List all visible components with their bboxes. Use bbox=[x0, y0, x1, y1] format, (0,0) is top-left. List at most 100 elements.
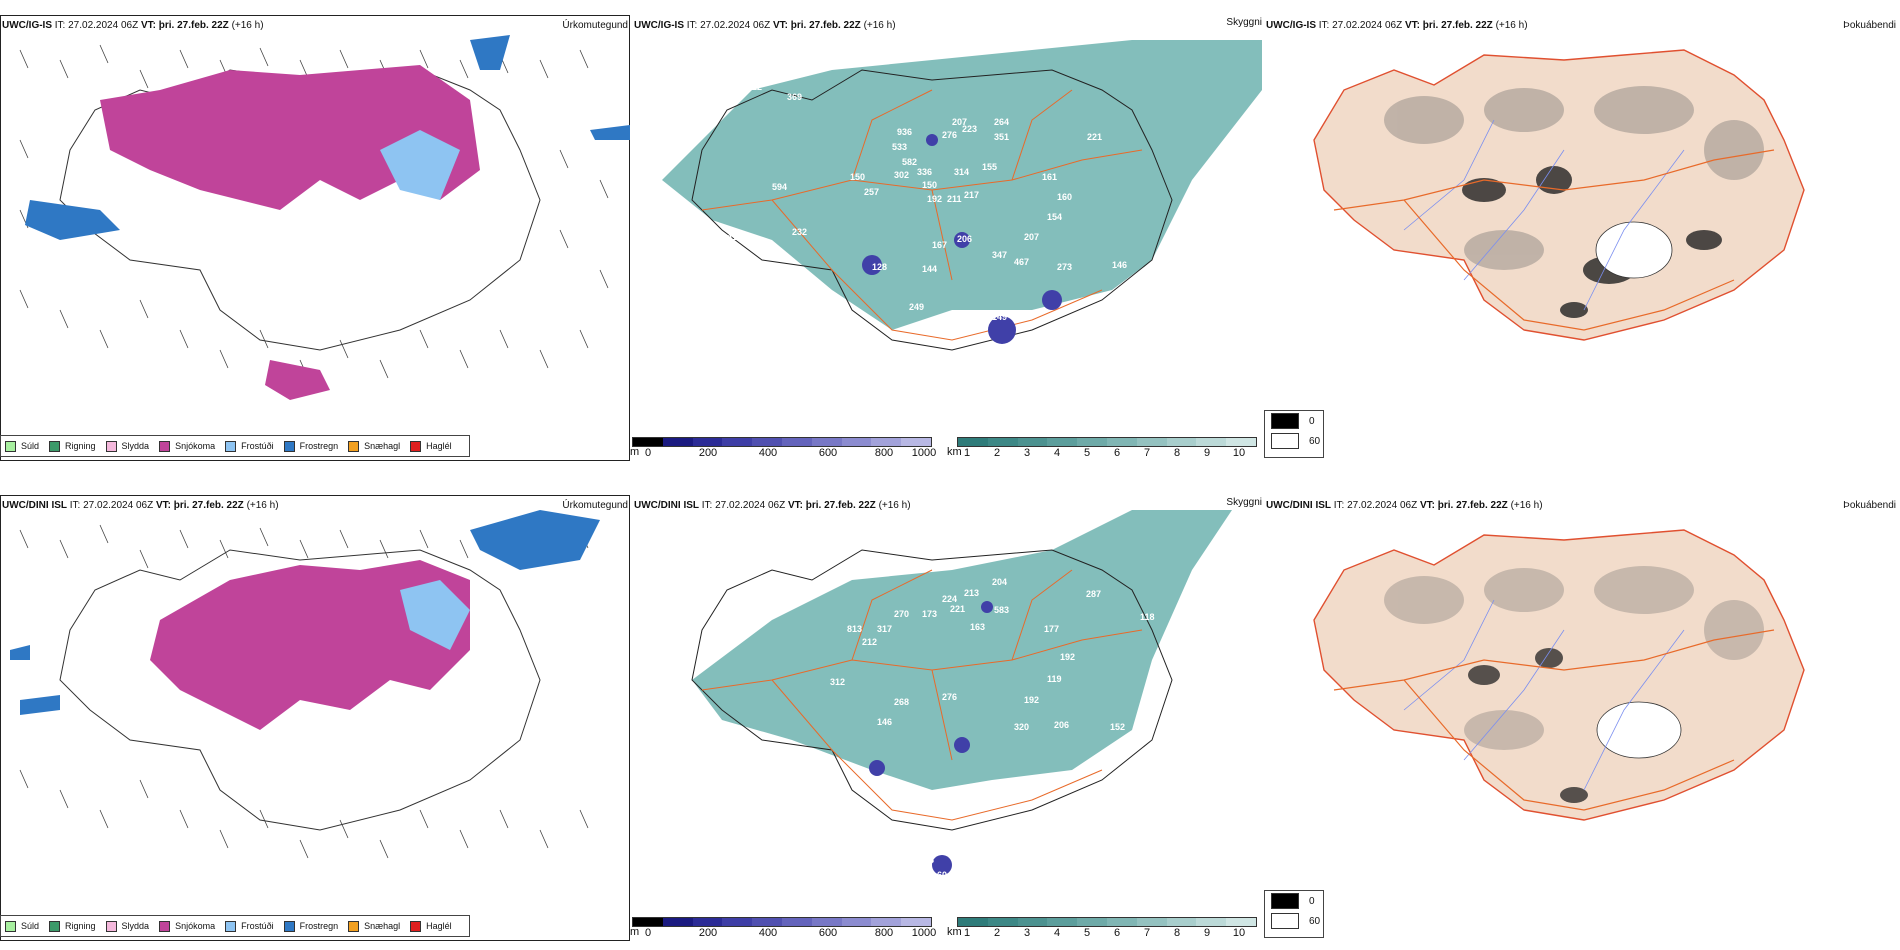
cloudbase-label: 217 bbox=[964, 190, 979, 200]
legend-swatch bbox=[225, 440, 237, 452]
cloudbase-label: 249 bbox=[909, 302, 924, 312]
fog-map bbox=[1313, 529, 1805, 821]
visibility-field bbox=[662, 40, 1262, 330]
colorbar-tick: 600 bbox=[818, 927, 838, 939]
legend-label: Frostúði bbox=[241, 921, 274, 931]
colorbar-tick: 800 bbox=[874, 927, 894, 939]
legend-item: Súld bbox=[5, 440, 39, 452]
legend-swatch bbox=[348, 440, 360, 452]
wind-barbs bbox=[19, 524, 589, 859]
colorbar-tick: 200 bbox=[698, 447, 718, 459]
vt-value: þri. 27.feb. 22Z bbox=[173, 500, 244, 511]
colorbar-tick: 9 bbox=[1203, 927, 1211, 939]
legend-swatch bbox=[283, 440, 295, 452]
iceland-outline bbox=[59, 549, 541, 831]
vt-value: þri. 27.feb. 22Z bbox=[805, 500, 876, 511]
legend-label: Haglél bbox=[426, 441, 452, 451]
colorbar-strip bbox=[957, 917, 1257, 927]
cloudbase-label: 268 bbox=[894, 697, 909, 707]
vt-label: VT: bbox=[772, 20, 788, 31]
snow-south-area bbox=[265, 360, 330, 400]
colorbar-tick: 1 bbox=[963, 927, 971, 939]
legend-label: Frostregn bbox=[299, 921, 339, 931]
cloudbase-label: 276 bbox=[942, 130, 957, 140]
fog-panel: UWC/IG-IS IT: 27.02.2024 06Z VT: þri. 27… bbox=[1264, 0, 1900, 470]
cloudbase-colorbar: m 0 200 400 600 800 1000 bbox=[630, 437, 936, 465]
iceland-land bbox=[1313, 49, 1805, 341]
colorbar-tick: 10 bbox=[1232, 927, 1246, 939]
cloudbase-label: 232 bbox=[792, 227, 807, 237]
ptype-panel: UWC/IG-IS IT: 27.02.2024 06Z VT: þri. 27… bbox=[0, 0, 632, 470]
colorbar-unit: km bbox=[947, 446, 962, 458]
colorbar-tick: 6 bbox=[1113, 447, 1121, 459]
lead-time: (+16 h) bbox=[1510, 500, 1543, 511]
legend-item: Frostúði bbox=[225, 920, 274, 932]
ptype-legend: Súld Rigning Slydda Snjókoma Frostúði Fr… bbox=[0, 915, 470, 937]
legend-label: Slydda bbox=[121, 921, 150, 931]
colorbar-tick: 800 bbox=[874, 447, 894, 459]
cloudbase-label: 204 bbox=[992, 577, 1007, 587]
snow-area bbox=[100, 65, 480, 210]
legend-item: Frostregn bbox=[283, 920, 339, 932]
cloudbase-label: 224 bbox=[942, 594, 957, 604]
panel-title: Úrkomutegund bbox=[562, 20, 628, 31]
model-name: UWC/IG-IS bbox=[634, 20, 684, 31]
legend-swatch bbox=[49, 440, 61, 452]
legend-item: Frostúði bbox=[225, 440, 274, 452]
visibility-map: 622 369 936 533 582 302 336 150 192 211 … bbox=[662, 40, 1262, 396]
lead-time: (+16 h) bbox=[1495, 20, 1528, 31]
glacier-white bbox=[1596, 701, 1682, 759]
colorbar-unit: km bbox=[947, 926, 962, 938]
cloudbase-label: 212 bbox=[862, 637, 877, 647]
panel-header: UWC/IG-IS IT: 27.02.2024 06Z VT: þri. 27… bbox=[2, 20, 264, 31]
cloudbase-label: 150 bbox=[1012, 310, 1027, 320]
vt-value: þri. 27.feb. 22Z bbox=[790, 20, 861, 31]
fog-swatch bbox=[1271, 913, 1299, 929]
frz-rain-area bbox=[10, 510, 600, 715]
model-name: UWC/DINI ISL bbox=[634, 500, 699, 511]
cloudbase-label: 173 bbox=[922, 609, 937, 619]
fog-label: 60 bbox=[1309, 435, 1321, 447]
panel-frame bbox=[0, 495, 630, 941]
road-network bbox=[701, 89, 1143, 341]
legend-item: Snæhagl bbox=[348, 440, 400, 452]
legend-swatch bbox=[159, 920, 171, 932]
legend-item: Snjókoma bbox=[159, 920, 215, 932]
cloudbase-label: 320 bbox=[1014, 722, 1029, 732]
cloudbase-label: 273 bbox=[1057, 262, 1072, 272]
vt-label: VT: bbox=[155, 500, 171, 511]
colorbar-unit: m bbox=[630, 926, 640, 938]
visibility-colorbar: km 1 2 3 4 5 6 7 8 9 10 bbox=[947, 437, 1257, 465]
model-row-2: UWC/DINI ISL IT: 27.02.2024 06Z VT: þri.… bbox=[0, 480, 1900, 950]
it-label: IT: bbox=[686, 20, 698, 31]
legend-swatch bbox=[105, 440, 117, 452]
cloudbase-label: 813 bbox=[847, 624, 862, 634]
fog-swatch bbox=[1271, 433, 1299, 449]
fog-legend-row: 0 bbox=[1271, 891, 1323, 911]
it-value: 27.02.2024 06Z bbox=[1347, 500, 1418, 511]
frz-rain-area bbox=[25, 35, 630, 240]
vt-value: þri. 27.feb. 22Z bbox=[158, 20, 229, 31]
colorbar-strip bbox=[632, 917, 932, 927]
it-label: IT: bbox=[1333, 500, 1345, 511]
cloudbase-label: 192 bbox=[1024, 695, 1039, 705]
cloudbase-label: 276 bbox=[942, 692, 957, 702]
model-name: UWC/DINI ISL bbox=[1266, 500, 1331, 511]
panel-title: Skyggni bbox=[1226, 17, 1262, 28]
panel-title: Þokuábendi bbox=[1843, 20, 1896, 31]
legend-label: Haglél bbox=[426, 921, 452, 931]
cloudbase-label: 533 bbox=[892, 142, 907, 152]
cloudbase-label: 314 bbox=[954, 167, 969, 177]
legend-label: Rigning bbox=[65, 441, 96, 451]
fog-legend: 0 60 bbox=[1264, 410, 1324, 458]
cloudbase-label: 223 bbox=[962, 124, 977, 134]
lead-time: (+16 h) bbox=[231, 20, 264, 31]
colorbar-unit: m bbox=[630, 446, 640, 458]
cloudbase-label: 410 bbox=[727, 232, 742, 242]
cloudbase-label: 150 bbox=[850, 172, 865, 182]
fog-dark-patches bbox=[1468, 648, 1588, 803]
cloudbase-label: 221 bbox=[950, 604, 965, 614]
cloudbase-labels: 622 369 936 533 582 302 336 150 192 211 … bbox=[727, 82, 1127, 396]
cloudbase-label: 144 bbox=[922, 264, 937, 274]
roads bbox=[1333, 629, 1775, 811]
